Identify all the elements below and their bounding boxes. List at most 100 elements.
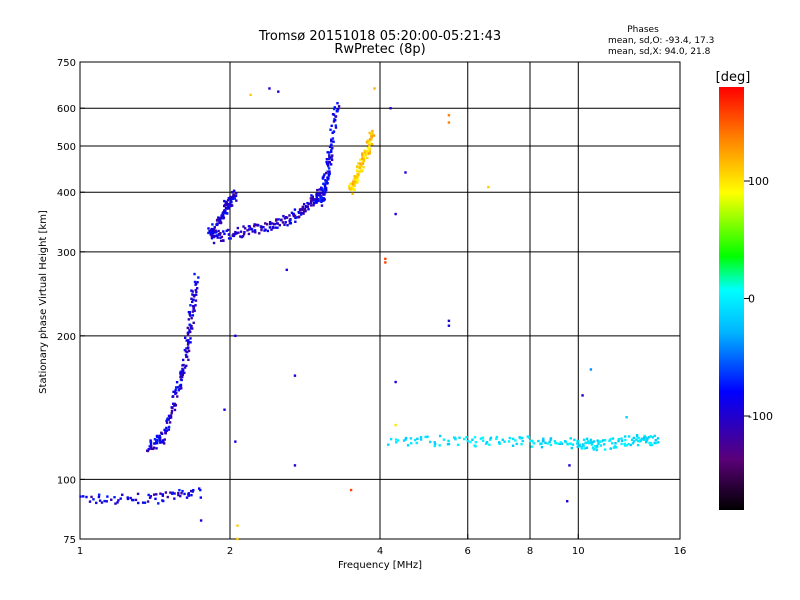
data-point — [235, 192, 238, 195]
data-point — [223, 199, 226, 203]
data-point — [357, 162, 360, 165]
data-point — [225, 200, 228, 204]
data-point — [635, 433, 639, 437]
data-point — [186, 343, 190, 346]
data-point — [597, 442, 600, 445]
data-point — [623, 444, 627, 447]
data-point — [573, 438, 576, 441]
chart-title: Tromsø 20151018 05:20:00-05:21:43 — [258, 29, 501, 44]
data-point — [196, 280, 199, 284]
data-point — [327, 174, 331, 177]
data-point — [581, 394, 584, 397]
data-point — [358, 162, 362, 165]
data-point — [320, 204, 324, 207]
phases-o-line: mean, sd,O: -93.4, 17.3 — [608, 36, 714, 46]
data-point — [187, 492, 191, 495]
data-point — [186, 334, 190, 337]
data-point — [255, 223, 258, 227]
data-point — [316, 193, 319, 196]
data-point — [222, 213, 225, 216]
data-point — [147, 448, 150, 451]
data-point — [592, 440, 596, 443]
colorbar-tick-label: 0 — [748, 293, 755, 306]
data-point — [643, 438, 646, 441]
data-point — [90, 495, 93, 499]
data-point — [179, 494, 182, 498]
colorbar-label: [deg] — [716, 70, 751, 85]
data-point — [640, 437, 644, 441]
data-point — [362, 157, 366, 161]
data-point — [224, 206, 228, 210]
data-point — [646, 437, 649, 440]
data-point — [207, 227, 210, 230]
data-point — [361, 154, 364, 157]
data-point — [210, 236, 214, 240]
data-point — [546, 442, 550, 445]
data-point — [158, 434, 161, 438]
data-point — [644, 440, 648, 444]
data-point — [315, 196, 319, 199]
data-point — [188, 328, 191, 332]
data-point — [309, 201, 313, 205]
data-point — [322, 189, 325, 193]
data-point — [331, 137, 335, 140]
data-point — [325, 188, 328, 192]
data-point — [212, 228, 216, 231]
data-point — [410, 442, 413, 445]
data-point — [210, 232, 213, 236]
data-point — [355, 176, 359, 179]
data-point — [161, 494, 165, 497]
data-point — [653, 441, 656, 445]
data-point — [641, 438, 645, 441]
data-point — [413, 438, 417, 442]
data-point — [657, 441, 660, 444]
data-point — [447, 121, 451, 124]
data-point — [121, 493, 124, 496]
data-point — [167, 418, 170, 421]
data-point — [227, 233, 231, 236]
data-point — [160, 432, 164, 436]
data-point — [174, 388, 177, 392]
data-point — [488, 443, 491, 446]
data-point — [103, 499, 106, 503]
data-point — [360, 168, 364, 172]
data-point — [566, 442, 569, 446]
axes: 1 2 4 6 8 10 16 75 100 200 300 400 500 600 750 — [57, 58, 686, 557]
data-point — [253, 225, 256, 228]
data-point — [498, 441, 501, 444]
data-point — [359, 164, 362, 168]
data-point — [184, 353, 188, 357]
data-point — [620, 439, 624, 442]
data-point — [603, 443, 606, 446]
data-point — [149, 442, 153, 446]
data-point — [521, 439, 524, 443]
data-point — [131, 498, 135, 502]
data-point — [195, 287, 199, 290]
data-point — [153, 438, 157, 441]
data-point — [271, 226, 275, 230]
data-point — [270, 228, 273, 231]
data-point — [337, 105, 341, 108]
data-point — [358, 170, 361, 174]
data-point — [394, 212, 397, 216]
data-point — [596, 439, 599, 442]
data-point — [349, 488, 353, 492]
data-point — [192, 307, 195, 311]
data-point — [316, 198, 320, 201]
data-point — [197, 276, 200, 279]
data-point — [636, 435, 639, 438]
data-point — [362, 159, 366, 162]
y-tick-label: 750 — [57, 58, 76, 69]
data-point — [318, 188, 321, 191]
data-point — [615, 446, 618, 449]
data-point — [225, 203, 229, 206]
data-point — [186, 350, 189, 354]
data-point — [363, 151, 367, 154]
data-point — [322, 182, 325, 186]
data-point — [227, 205, 230, 208]
data-point — [293, 214, 297, 217]
data-point — [192, 321, 195, 325]
data-point — [186, 346, 190, 349]
data-point — [368, 150, 371, 153]
data-point — [185, 364, 188, 368]
